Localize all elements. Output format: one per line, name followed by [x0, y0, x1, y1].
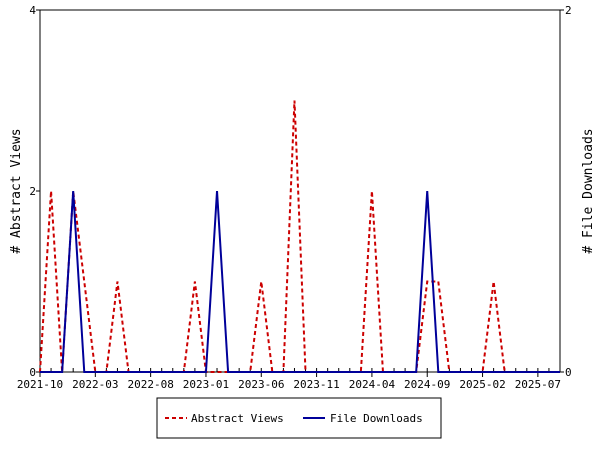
x-tick-label: 2024-04: [349, 378, 396, 391]
x-tick-label: 2023-01: [183, 378, 229, 391]
y-axis-left-title: # Abstract Views: [9, 128, 24, 253]
legend: Abstract Views File Downloads: [156, 397, 442, 439]
series-line-file-downloads: [40, 190, 560, 373]
y-left-tick-label: 4: [29, 4, 36, 17]
y-right-tick-label: 2: [565, 4, 572, 17]
y-left-tick-label: 2: [29, 185, 36, 198]
x-tick-label: 2021-10: [17, 378, 63, 391]
legend-box: [156, 397, 442, 439]
legend-label-file-downloads: File Downloads: [330, 412, 423, 425]
x-tick-label: 2022-08: [127, 378, 173, 391]
y-left-tick-label: 0: [29, 366, 36, 379]
x-tick-label: 2024-09: [404, 378, 450, 391]
series-lines: [39, 100, 560, 373]
y-axis-left: 0 2 4: [29, 4, 40, 379]
x-tick-label: 2023-06: [238, 378, 284, 391]
legend-label-abstract-views: Abstract Views: [191, 412, 284, 425]
plot-area: [39, 9, 561, 373]
y-axis-right-title: # File Downloads: [581, 128, 596, 253]
x-axis-ticks: 2021-10 2022-03 2022-08 2023-01 2023-06 2023-…: [17, 368, 561, 391]
x-tick-label: 2025-02: [459, 378, 505, 391]
x-tick-label: 2022-03: [72, 378, 118, 391]
x-tick-label: 2025-07: [515, 378, 561, 391]
x-tick-label: 2023-11: [293, 378, 339, 391]
y-right-tick-label: 0: [565, 366, 572, 379]
y-axis-right: 02: [560, 4, 572, 379]
